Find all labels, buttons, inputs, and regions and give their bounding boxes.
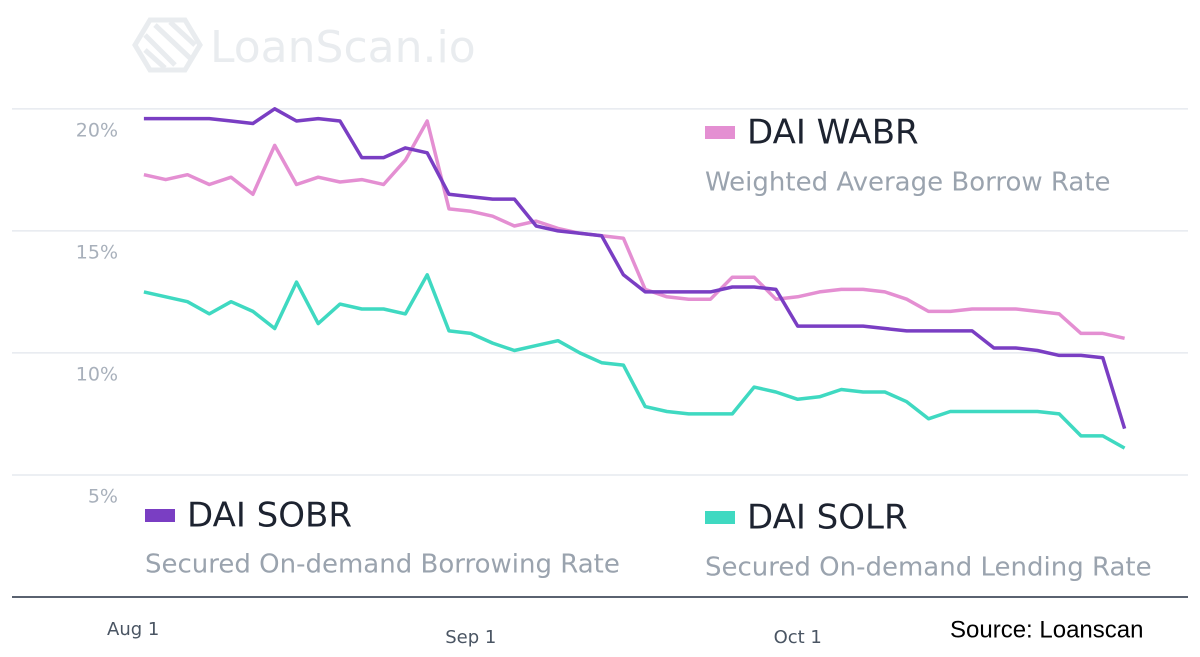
- series-line: [143, 119, 1125, 341]
- x-tick-label: Aug 1: [107, 619, 159, 640]
- source: Source: Loanscan: [950, 616, 1143, 643]
- y-tick-label: 10%: [76, 363, 118, 385]
- y-tick-label: 5%: [88, 485, 118, 507]
- watermark-logo: [132, 17, 203, 73]
- legend-description: Secured On-demand Lending Rate: [705, 553, 1152, 583]
- series-line: [143, 107, 1127, 430]
- legend-description: Secured On-demand Borrowing Rate: [145, 550, 620, 580]
- legend-label: DAI WABR: [747, 113, 919, 153]
- legend-label: DAI SOBR: [187, 496, 352, 536]
- series-line: [143, 273, 1126, 450]
- legend-swatch: [705, 126, 735, 139]
- watermark: LoanScan.io: [210, 22, 476, 73]
- y-tick-label: 20%: [76, 119, 118, 141]
- x-tick-label: Sep 1: [445, 627, 496, 648]
- y-tick-label: 15%: [76, 241, 118, 263]
- legend-description: Weighted Average Borrow Rate: [705, 168, 1111, 198]
- legend-label: DAI SOLR: [747, 498, 908, 538]
- x-tick-label: Oct 1: [774, 627, 822, 648]
- legend-swatch: [145, 509, 175, 522]
- legend-swatch: [705, 511, 735, 524]
